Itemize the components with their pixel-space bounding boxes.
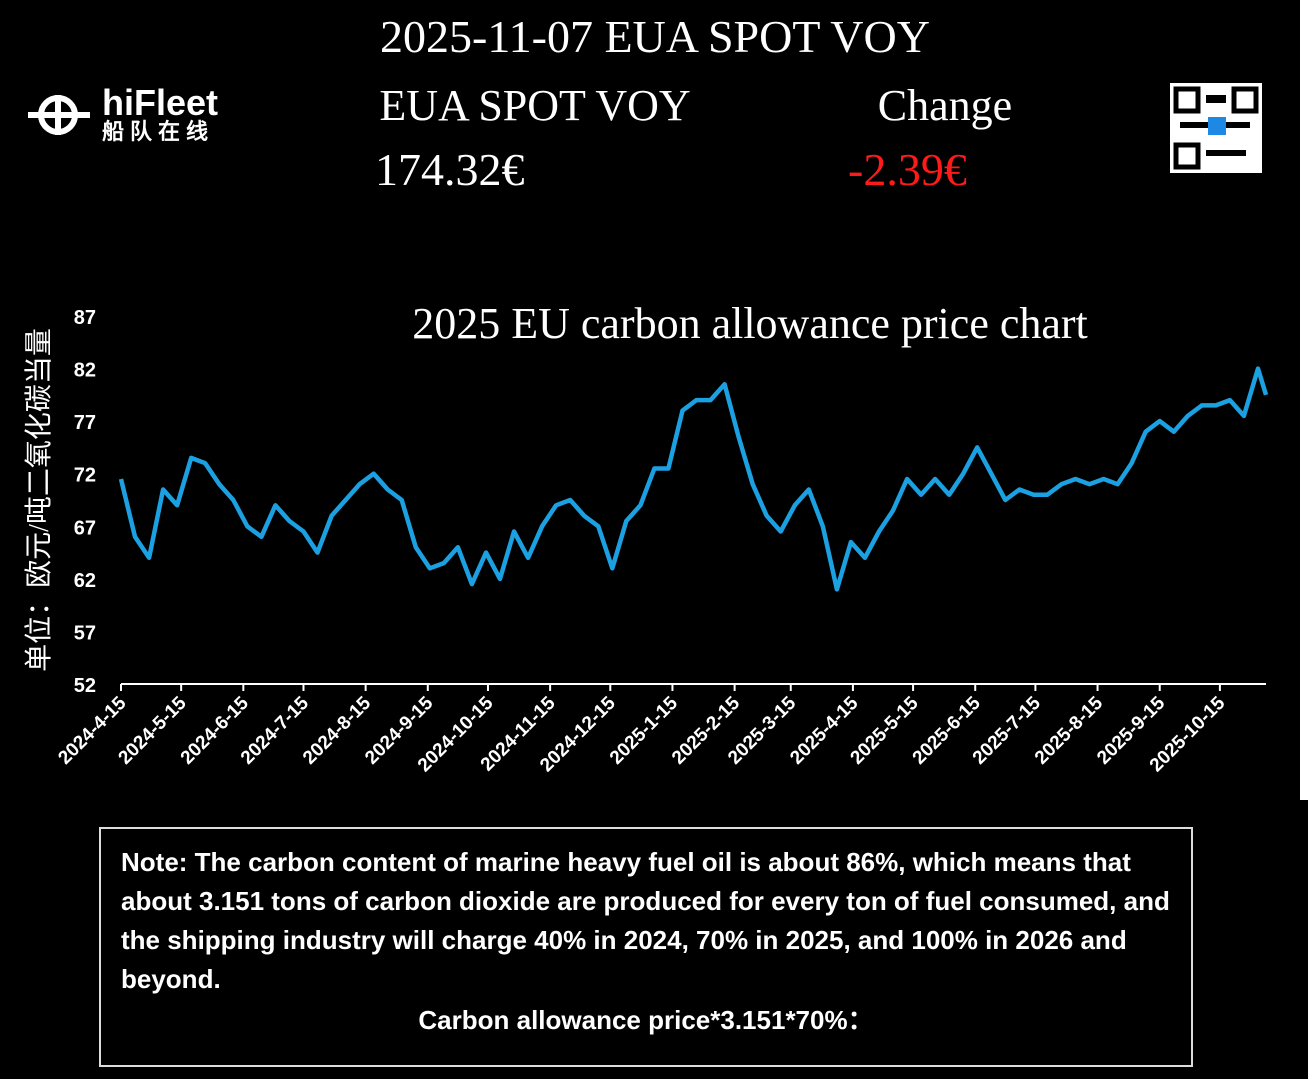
y-axis-label: 单位：欧元/吨二氧化碳当量 bbox=[23, 328, 55, 672]
note-formula: Carbon allowance price*3.151*70%： bbox=[418, 1005, 874, 1035]
change: -2.39€ bbox=[848, 144, 967, 195]
change-label: Change bbox=[878, 81, 1012, 130]
y-tick-label: 72 bbox=[74, 465, 96, 487]
logo-sub: 船队在线 bbox=[102, 119, 214, 144]
logo-name: hiFleet bbox=[102, 82, 218, 123]
header-title: 2025-11-07 EUA SPOT VOY bbox=[380, 11, 930, 62]
right-edge bbox=[1300, 0, 1308, 800]
y-tick-label: 82 bbox=[74, 360, 96, 382]
note-box: Note: The carbon content of marine heavy… bbox=[99, 827, 1193, 1067]
y-tick-label: 87 bbox=[74, 307, 96, 329]
y-tick-label: 62 bbox=[74, 570, 96, 592]
qr-code bbox=[1170, 83, 1262, 173]
price-line bbox=[118, 366, 1269, 592]
price-label: EUA SPOT VOY bbox=[379, 81, 690, 130]
logo-icon bbox=[28, 95, 90, 135]
price: 174.32€ bbox=[375, 144, 525, 195]
y-tick-label: 77 bbox=[74, 412, 96, 434]
y-tick-label: 67 bbox=[74, 517, 96, 539]
chart-title: 2025 EU carbon allowance price chart bbox=[412, 299, 1088, 348]
y-tick-label: 57 bbox=[74, 622, 96, 644]
note-text: Note: The carbon content of marine heavy… bbox=[121, 847, 1170, 994]
y-tick-label: 52 bbox=[74, 675, 96, 697]
